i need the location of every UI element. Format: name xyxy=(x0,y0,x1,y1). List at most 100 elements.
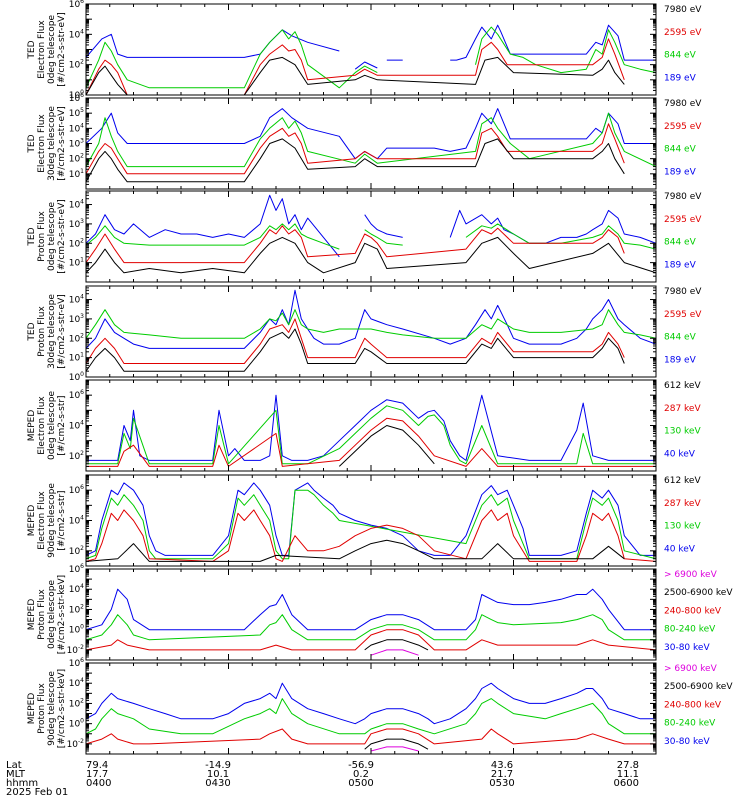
legend-entry: 844 eV xyxy=(664,145,697,155)
legend-entry: 189 eV xyxy=(664,260,697,270)
panel-6-series-3 xyxy=(86,509,656,562)
y-tick-label: 102 xyxy=(69,697,84,709)
panel-2-ylabel-line-3: 30deg telescope xyxy=(47,106,57,181)
panel-7-ylabel-line-2: Proton Flux xyxy=(37,589,47,640)
panel-frame xyxy=(85,379,657,472)
panel-7-series-3 xyxy=(86,629,656,651)
panel-8-series-3 xyxy=(86,728,656,745)
y-tick-label: 101 xyxy=(69,168,84,180)
series-group xyxy=(86,289,656,372)
panel-7-ylabel-line-3: 0deg telescope xyxy=(47,580,57,650)
legend-entry: 40 keV xyxy=(664,544,696,554)
panel-3-series-4 xyxy=(86,236,656,274)
y-tick-label: 104 xyxy=(69,420,84,432)
y-ticks xyxy=(86,285,656,378)
series-group xyxy=(86,194,656,274)
y-tick-label: 102 xyxy=(69,59,84,71)
panel-8-ylabel-line-4: [#/cm2-s-str-keV] xyxy=(57,669,67,748)
mlt-value-1: 10.1 xyxy=(207,769,229,780)
y-tick-label: 103 xyxy=(69,313,84,325)
panel-6: 102 104 106 MEPED Electron Flux 90deg telesco… xyxy=(27,474,701,567)
hhmm-value-4: 0600 xyxy=(614,778,639,789)
legend-entry: 30-80 keV xyxy=(664,737,710,747)
panel-5-series-4 xyxy=(338,425,435,467)
row-label-date: 2025 Feb 01 xyxy=(6,787,68,798)
hhmm-value-2: 0500 xyxy=(348,778,373,789)
panel-6-series-2 xyxy=(86,489,656,560)
panel-frame xyxy=(85,662,657,755)
y-tick-label: 104 xyxy=(69,515,84,527)
series-group xyxy=(86,108,656,183)
lat-value-2: -56.9 xyxy=(348,760,374,771)
panel-2-series-4 xyxy=(86,138,625,183)
legend-entry: 189 eV xyxy=(664,167,697,177)
legend-entry: 2500-6900 keV xyxy=(664,682,733,692)
y-ticks xyxy=(86,474,656,567)
panel-7-ylabel-line-1: MEPED xyxy=(27,599,37,631)
hhmm-value-3: 0530 xyxy=(489,778,514,789)
legend-entry: 7980 eV xyxy=(664,99,702,109)
y-tick-label: 100 xyxy=(69,718,84,730)
panel-3-series-1 xyxy=(86,194,656,258)
x-ticks xyxy=(85,569,657,660)
y-tick-label: 106 xyxy=(69,563,84,575)
panel-2-ylabel-line-1: TED xyxy=(27,134,37,153)
y-ticks xyxy=(86,190,656,283)
panel-7-series-2 xyxy=(86,614,656,641)
legend-entry: 612 keV xyxy=(664,476,701,486)
legend-entry: 2595 eV xyxy=(664,122,702,132)
hhmm-value-0: 0400 xyxy=(86,778,111,789)
panel-3-series-3 xyxy=(86,225,625,264)
legend-entry: 287 keV xyxy=(664,499,701,509)
y-tick-label: 104 xyxy=(69,199,84,211)
legend-entry: 130 keV xyxy=(664,522,701,532)
y-tick-label: 10-2 xyxy=(67,738,85,750)
panel-1-series-4 xyxy=(86,56,625,95)
legend-entry: 40 keV xyxy=(664,449,696,459)
legend-entry: > 6900 keV xyxy=(664,570,718,580)
mlt-value-3: 21.7 xyxy=(491,769,513,780)
y-tick-label: 102 xyxy=(69,237,84,249)
y-tick-label: 104 xyxy=(69,583,84,595)
legend-entry: 80-240 keV xyxy=(664,719,716,729)
panel-8-series-5 xyxy=(370,746,419,752)
panel-2-series-3 xyxy=(86,123,625,175)
panel-8-ylabel-line-1: MEPED xyxy=(27,693,37,725)
panel-2-series-1 xyxy=(86,108,656,160)
y-tick-label: 102 xyxy=(69,332,84,344)
panel-2: 101 102 103 104 105 106 TED Electron Flux 30deg … xyxy=(27,92,702,190)
legend-entry: 30-80 keV xyxy=(664,643,710,653)
y-tick-label: 106 xyxy=(69,92,84,104)
panel-3-ylabel-line-2: Proton Flux xyxy=(37,211,47,262)
y-tick-label: 100 xyxy=(69,624,84,636)
panel-2-ylabel-line-2: Electron Flux xyxy=(37,114,47,173)
x-ticks xyxy=(85,286,657,377)
legend-entry: 130 keV xyxy=(664,427,701,437)
panel-6-ylabel-line-2: Electron Flux xyxy=(37,491,47,550)
row-label-hhmm: hhmm xyxy=(6,778,38,789)
legend-entry: 612 keV xyxy=(664,381,701,391)
y-tick-label: 10-2 xyxy=(67,644,85,656)
y-tick-label: 101 xyxy=(69,257,84,269)
x-ticks xyxy=(85,191,657,282)
panel-frame xyxy=(85,190,657,283)
series-group xyxy=(86,482,656,562)
panel-4-ylabel-line-1: TED xyxy=(27,322,37,341)
y-ticks xyxy=(86,97,656,190)
y-tick-label: 102 xyxy=(69,603,84,615)
panel-1-ylabel-line-4: [#/cm2-s-str-eV] xyxy=(57,12,67,87)
series-group xyxy=(86,24,656,95)
panel-6-ylabel-line-3: 90deg telescope xyxy=(47,483,57,558)
y-tick-label: 104 xyxy=(69,28,84,40)
legend-entry: 240-800 keV xyxy=(664,700,722,710)
mlt-value-0: 17.7 xyxy=(86,769,108,780)
x-ticks xyxy=(85,475,657,566)
series-group xyxy=(86,394,656,467)
y-tick-label: 102 xyxy=(69,450,84,462)
panel-6-ylabel-line-4: [#/cm2-s-str] xyxy=(57,490,67,550)
mlt-value-2: 0.2 xyxy=(353,769,369,780)
panel-frame xyxy=(85,568,657,661)
panel-1-series-2 xyxy=(86,26,656,89)
